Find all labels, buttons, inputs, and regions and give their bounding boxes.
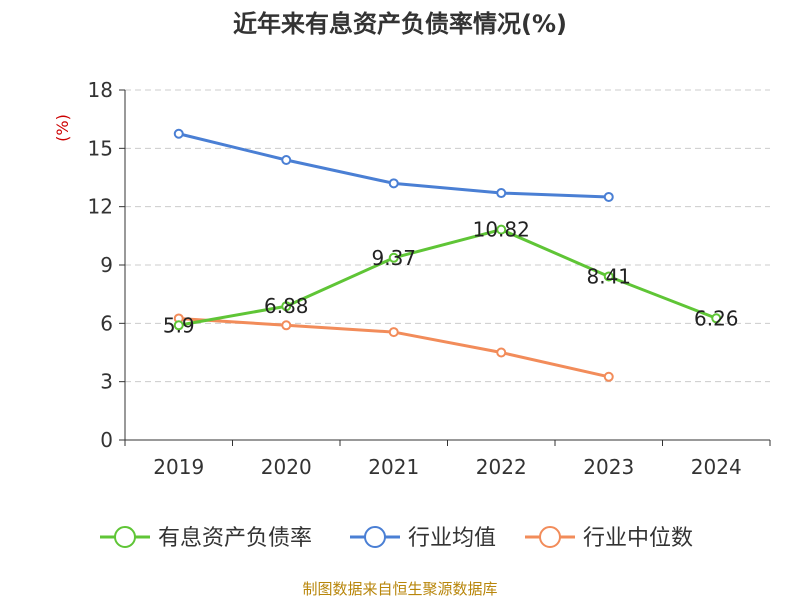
- data-label: 6.88: [264, 294, 309, 318]
- x-tick-label: 2019: [153, 455, 204, 479]
- data-labels: 5.9 6.88 9.37 10.82 8.41 6.26: [163, 218, 739, 338]
- y-tick-label: 6: [100, 311, 113, 335]
- data-point: [281, 320, 292, 331]
- y-tick-label: 18: [88, 78, 113, 102]
- y-tick-label: 0: [100, 428, 113, 452]
- data-label: 8.41: [586, 264, 631, 288]
- source-note: 制图数据来自恒生聚源数据库: [302, 580, 498, 598]
- legend-marker: [114, 526, 136, 548]
- data-label: 9.37: [371, 246, 416, 270]
- data-label: 5.9: [163, 313, 195, 337]
- legend-marker: [539, 526, 561, 548]
- chart-title: 近年来有息资产负债率情况(%): [233, 10, 567, 38]
- legend-label: 行业中位数: [583, 526, 693, 551]
- legend-label: 行业均值: [408, 526, 496, 551]
- data-point: [281, 155, 292, 165]
- y-tick-label: 15: [88, 136, 113, 160]
- data-point: [496, 224, 507, 235]
- legend: 有息资产负债率 行业均值 行业中位数: [100, 526, 693, 551]
- data-point: [281, 301, 292, 312]
- y-tick-label: 9: [100, 253, 113, 277]
- y-tick-label: 3: [100, 370, 113, 394]
- data-point: [496, 188, 507, 199]
- data-point: [173, 320, 184, 331]
- data-point: [388, 178, 399, 189]
- x-tick-label: 2024: [691, 455, 742, 479]
- x-tick-label: 2023: [583, 455, 634, 479]
- legend-marker: [364, 526, 386, 548]
- data-point: [388, 327, 399, 338]
- data-point: [496, 347, 507, 358]
- x-tick-label: 2021: [368, 455, 419, 479]
- series-line: [178, 228, 717, 327]
- y-axis-label: (%): [53, 114, 72, 142]
- data-label: 6.26: [694, 306, 739, 330]
- data-point: [711, 313, 722, 324]
- x-tick-label: 2022: [476, 455, 527, 479]
- data-point: [603, 271, 614, 282]
- axes: 0 3 6 9 12 15 18 2019 2020 2021 2022 2023 2024 (%): [53, 78, 771, 479]
- y-tick-label: 12: [88, 195, 113, 219]
- data-point: [173, 128, 184, 139]
- data-point: [603, 371, 614, 382]
- gridlines: [125, 89, 770, 383]
- x-tick-label: 2020: [261, 455, 312, 479]
- data-label: 10.82: [473, 218, 530, 242]
- series-lines: [173, 128, 722, 382]
- data-point: [388, 252, 399, 263]
- data-point: [603, 191, 614, 202]
- legend-label: 有息资产负债率: [158, 526, 312, 551]
